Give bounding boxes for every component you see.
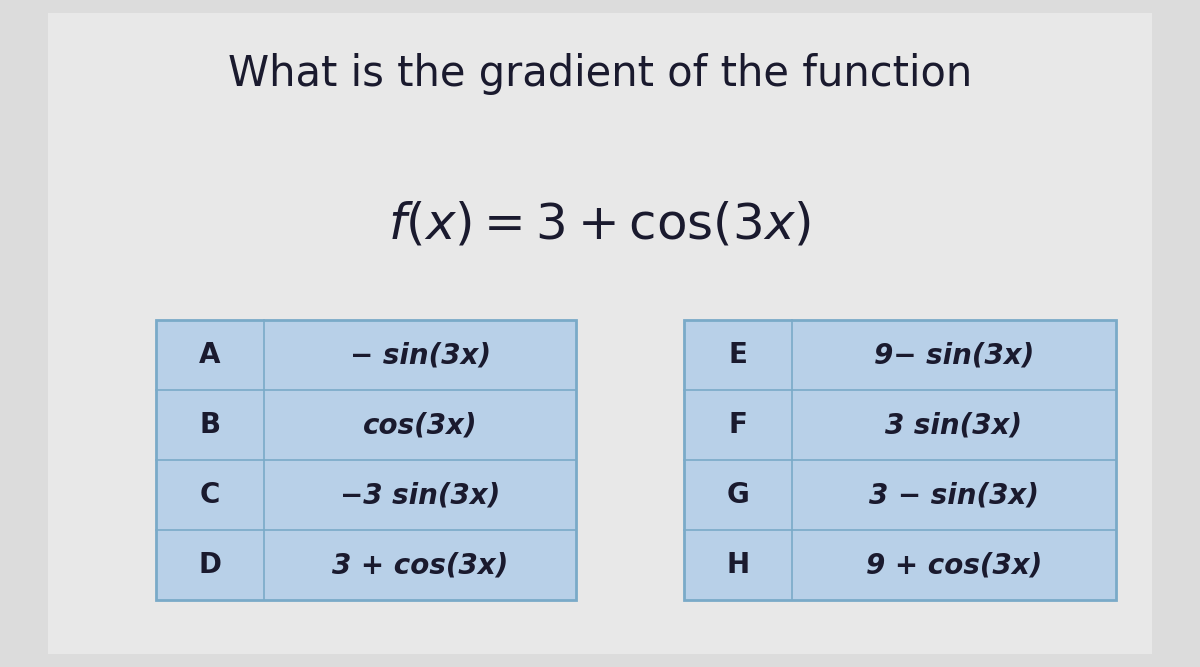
FancyBboxPatch shape — [156, 390, 576, 460]
Text: 9 + cos(3x): 9 + cos(3x) — [866, 552, 1042, 579]
Text: D: D — [198, 552, 222, 579]
Text: B: B — [199, 412, 221, 439]
Text: H: H — [726, 552, 750, 579]
FancyBboxPatch shape — [156, 460, 576, 530]
Text: E: E — [728, 342, 748, 369]
Text: 3 sin(3x): 3 sin(3x) — [886, 412, 1022, 439]
Text: cos(3x): cos(3x) — [362, 412, 478, 439]
Text: F: F — [728, 412, 748, 439]
Text: 3 + cos(3x): 3 + cos(3x) — [332, 552, 508, 579]
Text: G: G — [727, 482, 749, 509]
Text: −3 sin(3x): −3 sin(3x) — [340, 482, 500, 509]
FancyBboxPatch shape — [684, 460, 1116, 530]
Text: A: A — [199, 342, 221, 369]
FancyBboxPatch shape — [156, 320, 576, 390]
Text: What is the gradient of the function: What is the gradient of the function — [228, 53, 972, 95]
FancyBboxPatch shape — [684, 390, 1116, 460]
FancyBboxPatch shape — [684, 320, 1116, 390]
FancyBboxPatch shape — [156, 530, 576, 600]
Text: 3 − sin(3x): 3 − sin(3x) — [869, 482, 1039, 509]
Text: $f(x) = 3 + \mathrm{cos}(3x)$: $f(x) = 3 + \mathrm{cos}(3x)$ — [389, 200, 811, 249]
Text: C: C — [200, 482, 220, 509]
Text: − sin(3x): − sin(3x) — [349, 342, 491, 369]
Text: 9− sin(3x): 9− sin(3x) — [874, 342, 1034, 369]
FancyBboxPatch shape — [48, 13, 1152, 654]
FancyBboxPatch shape — [684, 530, 1116, 600]
